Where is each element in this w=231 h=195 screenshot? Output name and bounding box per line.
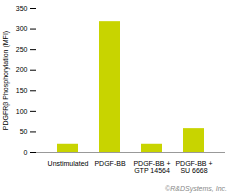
- svg-text:50: 50: [20, 128, 28, 135]
- svg-text:0: 0: [24, 149, 28, 156]
- html-text:©R&DSystems, Inc.: ©R&DSystems, Inc.: [165, 185, 227, 192]
- svg-text:100: 100: [16, 108, 28, 115]
- svg-text:350: 350: [16, 5, 28, 12]
- svg-text:PDGFRβ Phosphorylation (MFI): PDGFRβ Phosphorylation (MFI): [2, 31, 10, 130]
- svg-text:200: 200: [16, 66, 28, 73]
- svg-text:300: 300: [16, 25, 28, 32]
- svg-text:150: 150: [16, 87, 28, 94]
- svg-text:PDGF-BB +GTP 14564: PDGF-BB +GTP 14564: [133, 160, 170, 174]
- svg-text:Unstimulated: Unstimulated: [48, 160, 89, 167]
- svg-text:PDGF-BB: PDGF-BB: [94, 160, 125, 167]
- svg-text:250: 250: [16, 46, 28, 53]
- svg-text:PDGF-BB +SU 6668: PDGF-BB +SU 6668: [175, 160, 212, 174]
